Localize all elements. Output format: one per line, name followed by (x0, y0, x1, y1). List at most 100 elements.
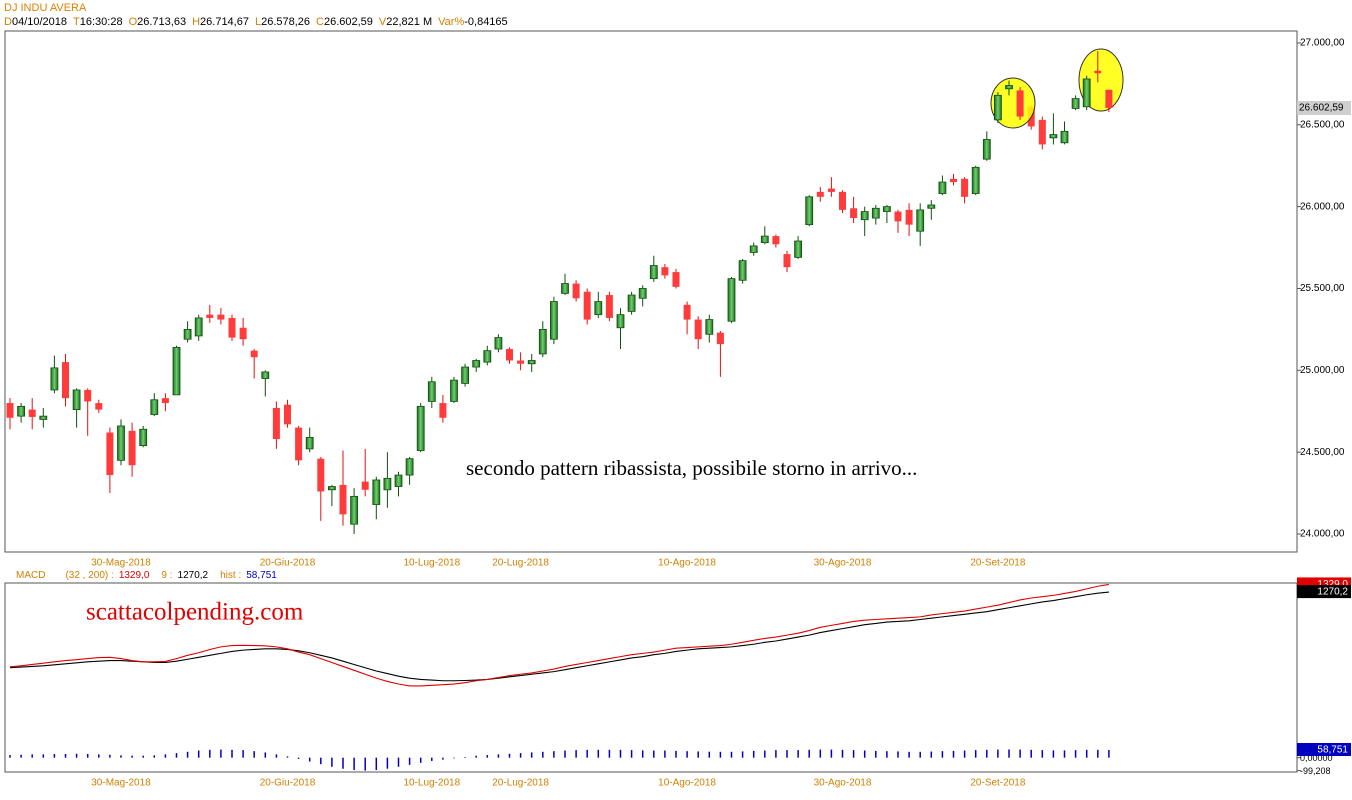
candle-body (506, 349, 513, 361)
field-label: L (255, 16, 261, 28)
candle-body (850, 208, 858, 219)
field-value: 22,821 M (386, 16, 432, 28)
ohlc-header: D04/10/2018 T16:30:28 O26.713,63 H26.714,67… (4, 16, 508, 28)
y-tick-label: 27.000,00 (1300, 38, 1345, 49)
field-label: O (129, 16, 138, 28)
watermark: scattacolpending.com (86, 599, 304, 626)
field-value: 26.602,59 (324, 16, 373, 28)
x-tick-label: 30-Ago-2018 (814, 778, 872, 789)
last-value-box (1297, 743, 1351, 757)
x-tick-label: 30-Mag-2018 (91, 558, 151, 569)
field-label: D (4, 16, 12, 28)
legend-value: 58,751 (246, 570, 277, 581)
legend-name: hist : (220, 570, 241, 581)
candle-body (172, 346, 181, 396)
candle-body (117, 425, 125, 461)
candle-body (683, 304, 691, 320)
candle-body (62, 362, 69, 399)
candle-body (638, 288, 647, 299)
macd-line (9, 591, 1109, 682)
candle-body (1082, 78, 1091, 108)
candle-body (982, 139, 991, 160)
last-value-label: 58,751 (1317, 745, 1348, 756)
candle-body (483, 350, 492, 363)
last-value-box (1297, 585, 1351, 599)
candle-body (716, 332, 724, 345)
last-value-label: 1270,2 (1317, 587, 1348, 598)
candle-body (927, 204, 936, 209)
highlighted-candles (994, 51, 1113, 124)
x-tick-label: 20-Lug-2018 (492, 778, 549, 789)
macd-title: MACD (16, 570, 45, 581)
macd-panel (4, 582, 1298, 773)
candle-body (1016, 90, 1024, 117)
y-tick-label: 25.000,00 (1300, 365, 1345, 376)
candle-body (405, 458, 414, 476)
candle-body (183, 328, 192, 340)
candle-body (616, 314, 625, 329)
last-price-label: 26.602,59 (1299, 103, 1344, 114)
candle-body (883, 206, 891, 212)
candle-body (206, 314, 214, 318)
x-tick-label: 20-Lug-2018 (492, 558, 549, 569)
y-tick-label: 0,00000 (1300, 753, 1333, 763)
x-tick-label: 20-Giu-2018 (260, 558, 316, 569)
candle-body (383, 477, 392, 491)
candle-body (272, 407, 280, 440)
y-tick-label: 26.500,00 (1300, 119, 1345, 130)
candle-body (749, 245, 758, 253)
candle-body (871, 207, 880, 219)
candle-body (517, 360, 525, 364)
candle-body (1060, 130, 1069, 144)
candle-body (971, 166, 980, 194)
candles (6, 105, 1069, 534)
x-tick-label: 30-Ago-2018 (814, 558, 872, 569)
y-tick-label: 24.000,00 (1300, 529, 1345, 540)
candle-body (472, 360, 481, 368)
candle-body (305, 437, 314, 450)
instrument-title: DJ INDU AVERA (4, 2, 87, 14)
candle-body (605, 295, 613, 318)
candle-body (139, 428, 148, 447)
candle-body (261, 371, 270, 379)
candle-body (572, 283, 580, 299)
candle-body (72, 389, 81, 410)
candle-body (416, 405, 425, 451)
legend-value: 1329,0 (119, 570, 150, 581)
candle-body (938, 181, 947, 194)
field-label: T (73, 16, 80, 28)
candle-body (538, 328, 547, 355)
macd-line (9, 583, 1109, 687)
candle-body (594, 301, 603, 316)
candle-body (284, 404, 291, 425)
x-tick-label: 10-Ago-2018 (658, 778, 716, 789)
candle-body (772, 236, 780, 245)
candle-body (705, 319, 714, 335)
candle-body (661, 267, 669, 276)
annotation: secondo pattern ribassista, possibile st… (466, 456, 917, 480)
candle-body (1038, 119, 1046, 145)
candle-body (327, 486, 336, 491)
candle-body (28, 409, 36, 417)
candle-body (805, 196, 814, 226)
x-tick-label: 10-Ago-2018 (658, 558, 716, 569)
candle-body (994, 94, 1002, 121)
highlight-ellipse (990, 77, 1036, 129)
candle-body (783, 254, 791, 268)
y-tick-label: -99,208 (1300, 766, 1331, 776)
candle-body (827, 188, 835, 192)
x-tick-label: 10-Lug-2018 (403, 778, 460, 789)
x-tick-label: 20-Giu-2018 (260, 778, 316, 789)
last-value-label: 1329,0 (1317, 579, 1348, 590)
price-panel (4, 30, 1298, 553)
candle-body (1005, 85, 1013, 90)
candle-body (649, 265, 658, 280)
candle-body (250, 350, 258, 358)
candle-body (106, 432, 114, 476)
candle-body (738, 260, 747, 281)
x-tick-label: 20-Set-2018 (970, 558, 1025, 569)
candle-body (794, 240, 802, 258)
field-value: 04/10/2018 (12, 16, 67, 28)
